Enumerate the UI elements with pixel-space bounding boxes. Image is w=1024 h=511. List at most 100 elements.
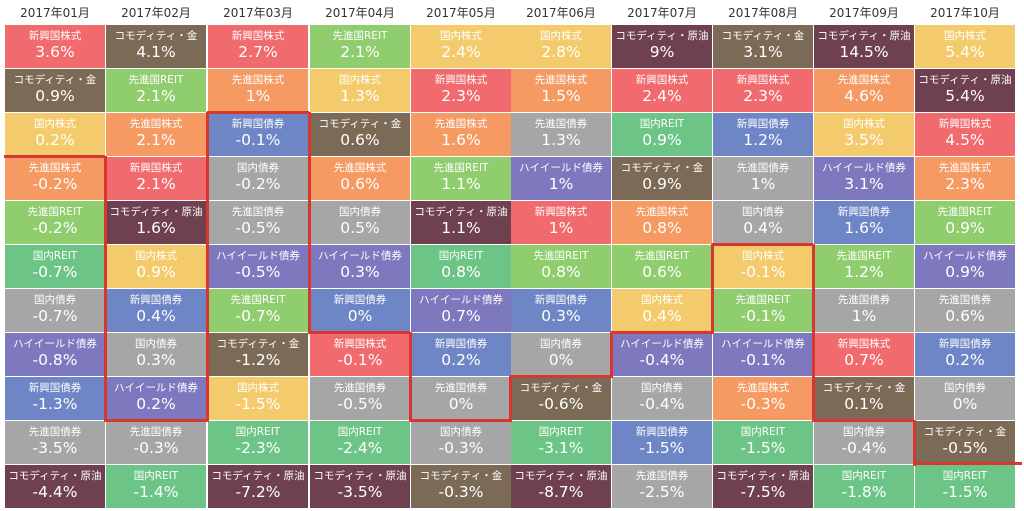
- asset-name: コモディティ・原油: [514, 470, 608, 482]
- asset-name: 新興国債券: [534, 294, 588, 306]
- return-value: 4.6%: [844, 87, 884, 105]
- asset-cell: 国内債券 0.4%: [713, 201, 813, 244]
- return-value: 1.2%: [844, 263, 884, 281]
- return-value: -1.2%: [235, 351, 281, 369]
- return-value: -0.7%: [32, 263, 78, 281]
- return-value: 3.1%: [844, 175, 884, 193]
- asset-cell: 新興国株式 2.3%: [713, 69, 813, 112]
- return-value: -2.4%: [337, 439, 383, 457]
- asset-cell: 国内REIT 0.9%: [612, 113, 712, 156]
- asset-name: 新興国債券: [635, 426, 689, 438]
- asset-name: 国内REIT: [32, 250, 78, 262]
- asset-cell: 国内債券 -0.3%: [411, 421, 511, 464]
- return-value: -0.1%: [740, 351, 786, 369]
- highlight-line: [611, 331, 712, 334]
- asset-name: 国内債券: [339, 206, 381, 218]
- asset-name: 国内REIT: [942, 470, 988, 482]
- asset-name: 先進国株式: [231, 74, 285, 86]
- asset-cell: 国内REIT -1.4%: [106, 465, 206, 508]
- return-value: 0.6%: [642, 263, 682, 281]
- asset-cell: コモディティ・原油 1.1%: [411, 201, 511, 244]
- return-value: 1%: [548, 219, 574, 237]
- return-value: -0.1%: [740, 263, 786, 281]
- highlight-line: [914, 462, 1022, 465]
- return-value: -0.5%: [235, 219, 281, 237]
- return-value: 0.4%: [642, 307, 682, 325]
- return-value: -0.2%: [32, 219, 78, 237]
- asset-cell: 国内債券 -0.4%: [814, 421, 914, 464]
- return-value: -1.5%: [235, 395, 281, 413]
- highlight-line: [410, 419, 510, 422]
- asset-name: 先進国REIT: [533, 250, 589, 262]
- asset-name: 新興国債券: [434, 338, 488, 350]
- asset-name: コモディティ・原油: [615, 30, 709, 42]
- highlight-line: [309, 331, 410, 334]
- return-value: 3.5%: [844, 131, 884, 149]
- return-value: 0.3%: [136, 351, 176, 369]
- asset-cell: 国内株式 5.4%: [915, 25, 1015, 68]
- asset-cell: 国内REIT -1.5%: [713, 421, 813, 464]
- asset-name: 先進国株式: [28, 162, 82, 174]
- asset-name: 国内株式: [339, 74, 381, 86]
- asset-cell: 先進国REIT -0.1%: [713, 289, 813, 332]
- asset-cell: 新興国株式 -0.1%: [310, 333, 410, 376]
- asset-cell: コモディティ・原油 -4.4%: [5, 465, 105, 508]
- return-value: -0.1%: [235, 131, 281, 149]
- asset-cell: コモディティ・金 0.1%: [814, 377, 914, 420]
- asset-cell: 新興国株式 4.5%: [915, 113, 1015, 156]
- asset-name: 国内株式: [641, 294, 683, 306]
- asset-name: 国内REIT: [235, 426, 281, 438]
- asset-name: 先進国REIT: [836, 250, 892, 262]
- return-value: -0.2%: [32, 175, 78, 193]
- asset-name: ハイイールド債券: [318, 250, 402, 262]
- return-value: 0.7%: [844, 351, 884, 369]
- highlight-line: [509, 376, 512, 422]
- month-header: 2017年06月: [526, 6, 596, 20]
- asset-cell: コモディティ・原油 -7.2%: [208, 465, 308, 508]
- asset-name: 国内債券: [34, 294, 76, 306]
- highlight-line: [207, 111, 309, 114]
- asset-cell: 新興国債券 0.2%: [915, 333, 1015, 376]
- asset-name: 先進国債券: [534, 118, 588, 130]
- month-header: 2017年07月: [627, 6, 697, 20]
- highlight-line: [206, 112, 209, 422]
- return-value: 2.1%: [136, 175, 176, 193]
- return-value: 2.1%: [340, 43, 380, 61]
- asset-cell: 先進国REIT 1.2%: [814, 245, 914, 288]
- asset-name: コモディティ・原油: [414, 206, 508, 218]
- asset-name: 先進国株式: [736, 382, 790, 394]
- asset-cell: 先進国REIT 0.8%: [511, 245, 611, 288]
- return-value: 2.8%: [541, 43, 581, 61]
- asset-cell: 国内株式 0.9%: [106, 245, 206, 288]
- asset-cell: コモディティ・原油 1.6%: [106, 201, 206, 244]
- asset-cell: 国内債券 0.5%: [310, 201, 410, 244]
- return-value: -0.1%: [740, 307, 786, 325]
- asset-cell: 先進国株式 0.6%: [310, 157, 410, 200]
- return-value: -0.3%: [438, 439, 484, 457]
- asset-cell: 国内株式 0.4%: [612, 289, 712, 332]
- highlight-line: [813, 419, 914, 422]
- return-value: -2.3%: [235, 439, 281, 457]
- asset-name: 先進国REIT: [230, 294, 286, 306]
- return-value: 4.5%: [945, 131, 985, 149]
- asset-name: 国内REIT: [337, 426, 383, 438]
- asset-cell: 国内REIT 0.8%: [411, 245, 511, 288]
- return-value: 9%: [649, 43, 675, 61]
- return-value: 1.6%: [441, 131, 481, 149]
- asset-cell: コモディティ・原油 14.5%: [814, 25, 914, 68]
- asset-cell: 先進国債券 -0.5%: [208, 201, 308, 244]
- asset-name: コモディティ・金: [923, 426, 1007, 438]
- asset-name: 先進国債券: [333, 382, 387, 394]
- asset-name: コモディティ・金: [620, 162, 704, 174]
- asset-cell: 国内株式 2.4%: [411, 25, 511, 68]
- asset-name: 新興国債券: [736, 118, 790, 130]
- asset-cell: 国内株式 -0.1%: [713, 245, 813, 288]
- asset-name: コモディティ・原油: [817, 30, 911, 42]
- asset-name: 先進国REIT: [128, 74, 184, 86]
- return-value: 2.1%: [136, 87, 176, 105]
- asset-cell: 先進国債券 -0.5%: [310, 377, 410, 420]
- return-value: 0.3%: [340, 263, 380, 281]
- asset-name: 新興国債券: [938, 338, 992, 350]
- asset-cell: 新興国債券 0.3%: [511, 289, 611, 332]
- return-value: -0.4%: [841, 439, 887, 457]
